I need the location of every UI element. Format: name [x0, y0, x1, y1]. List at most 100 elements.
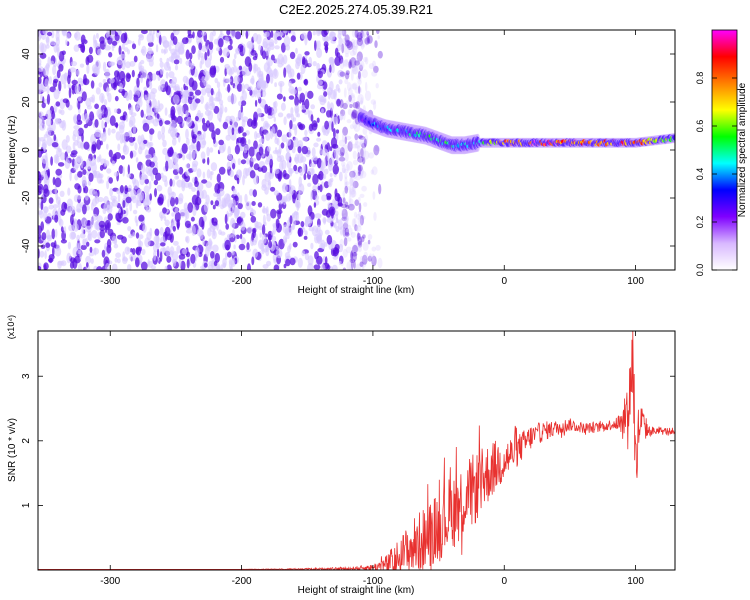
noise-speck — [146, 33, 154, 44]
noise-speck — [191, 225, 196, 236]
noise-speck — [307, 168, 314, 176]
noise-speck — [281, 134, 288, 143]
noise-speck — [270, 54, 275, 61]
noise-speck — [148, 80, 152, 86]
noise-speck — [50, 60, 54, 65]
noise-speck — [56, 69, 61, 79]
noise-speck — [373, 65, 379, 74]
noise-speck — [131, 69, 135, 78]
noise-speck — [138, 34, 144, 39]
noise-speck — [359, 261, 367, 268]
noise-speck — [349, 262, 353, 270]
noise-speck — [342, 37, 347, 44]
noise-speck — [370, 99, 377, 105]
noise-speck — [185, 137, 190, 146]
noise-speck — [345, 204, 350, 209]
noise-speck — [48, 76, 53, 85]
noise-speck — [302, 162, 306, 174]
noise-speck — [339, 226, 346, 231]
noise-speck — [349, 94, 356, 104]
noise-speck — [326, 110, 332, 118]
noise-speck — [202, 122, 208, 132]
noise-speck — [79, 63, 85, 68]
noise-speck — [339, 59, 345, 70]
noise-speck — [359, 64, 363, 72]
noise-speck — [352, 252, 357, 262]
noise-speck — [88, 251, 95, 257]
noise-speck — [203, 80, 208, 87]
noise-speck — [297, 153, 304, 164]
noise-speck — [142, 122, 150, 132]
noise-speck — [303, 173, 307, 181]
noise-speck — [227, 251, 232, 258]
noise-speck — [204, 103, 209, 111]
noise-speck — [321, 30, 328, 38]
noise-speck — [102, 79, 107, 84]
noise-speck — [55, 43, 60, 52]
noise-speck — [344, 229, 350, 240]
noise-speck — [268, 240, 273, 249]
spectrogram-marks — [38, 30, 675, 270]
x-tick-label: -100 — [363, 276, 383, 287]
noise-speck — [85, 255, 92, 264]
noise-speck — [84, 194, 89, 201]
noise-speck — [377, 257, 383, 269]
noise-speck — [313, 202, 317, 208]
noise-speck — [363, 138, 367, 147]
noise-speck — [304, 54, 308, 60]
noise-speck — [344, 39, 350, 47]
noise-speck — [186, 258, 190, 269]
noise-speck — [50, 156, 53, 166]
noise-speck — [160, 242, 166, 247]
noise-speck — [50, 40, 56, 46]
noise-speck — [288, 80, 292, 88]
noise-speck — [171, 76, 177, 85]
noise-speck — [351, 65, 359, 75]
noise-speck — [46, 35, 50, 46]
noise-speck — [136, 193, 143, 203]
noise-speck — [77, 171, 83, 178]
noise-speck — [241, 119, 246, 128]
noise-speck — [251, 201, 256, 206]
noise-speck — [48, 204, 54, 210]
y-tick-label: 2 — [21, 438, 32, 444]
noise-speck — [79, 249, 82, 261]
noise-speck — [270, 30, 274, 38]
noise-speck — [313, 264, 321, 270]
noise-speck — [165, 71, 169, 79]
noise-speck — [158, 103, 164, 110]
noise-speck — [240, 159, 247, 165]
noise-speck — [140, 261, 148, 270]
noise-speck — [244, 83, 250, 90]
noise-speck — [162, 207, 167, 214]
noise-speck — [101, 119, 104, 130]
noise-speck — [114, 95, 119, 102]
noise-speck — [91, 229, 98, 239]
noise-speck — [245, 168, 250, 177]
noise-speck — [344, 185, 349, 194]
noise-speck — [258, 239, 264, 250]
noise-speck — [286, 234, 290, 240]
noise-speck — [323, 36, 331, 42]
noise-speck — [185, 77, 189, 86]
noise-speck — [156, 113, 160, 119]
noise-speck — [118, 121, 125, 130]
noise-speck — [196, 190, 200, 199]
noise-speck — [264, 123, 271, 128]
noise-speck — [348, 94, 352, 102]
noise-speck — [181, 180, 186, 192]
noise-speck — [114, 123, 119, 127]
noise-speck — [41, 139, 48, 150]
noise-speck — [181, 94, 188, 104]
noise-speck — [54, 118, 61, 123]
noise-speck — [284, 229, 288, 237]
noise-speck — [216, 81, 221, 89]
noise-speck — [172, 225, 176, 232]
noise-speck — [224, 106, 228, 113]
noise-speck — [85, 56, 90, 66]
noise-speck — [222, 262, 227, 269]
noise-speck — [201, 45, 208, 52]
noise-speck — [253, 111, 258, 123]
noise-speck — [359, 137, 367, 147]
noise-speck — [302, 56, 306, 66]
